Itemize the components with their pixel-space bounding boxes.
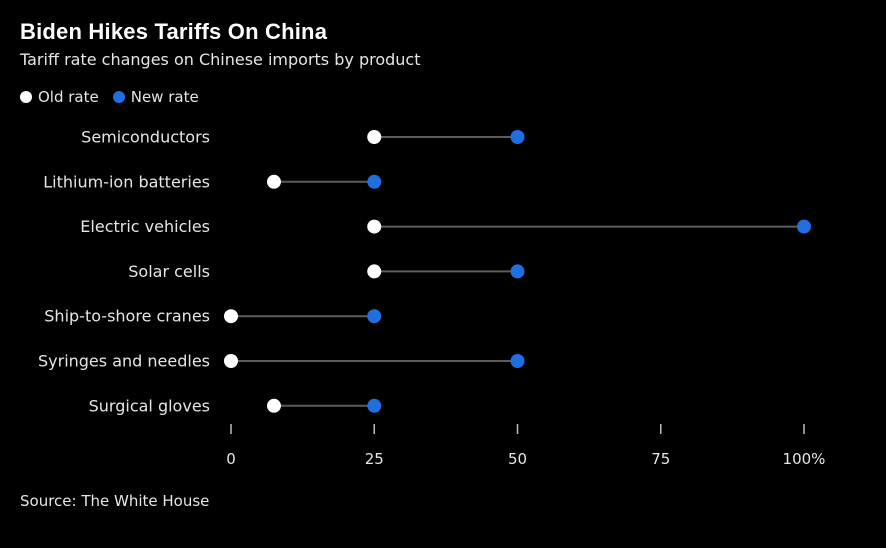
new-rate-dot-solar-cells — [510, 264, 525, 279]
chart-subtitle: Tariff rate changes on Chinese imports b… — [20, 50, 421, 69]
old-rate-dot-surgical-gloves — [266, 398, 281, 413]
legend-marker-new-rate — [112, 91, 125, 103]
new-rate-dot-lithium-ion-batteries — [367, 174, 382, 189]
legend: Old rate New rate — [20, 88, 213, 106]
new-rate-dot-ship-to-shore-cranes — [367, 309, 382, 324]
old-rate-dot-solar-cells — [367, 264, 382, 279]
new-rate-dot-semiconductors — [510, 130, 525, 144]
x-tick-label-0: 0 — [226, 450, 236, 468]
old-rate-dot-electric-vehicles — [367, 219, 382, 234]
category-label-solar-cells: Solar cells — [128, 262, 210, 281]
old-rate-dot-semiconductors — [367, 130, 382, 144]
legend-label-new-rate: New rate — [130, 88, 199, 106]
old-rate-dot-lithium-ion-batteries — [266, 174, 281, 189]
x-tick-label-50: 50 — [508, 450, 527, 468]
category-label-electric-vehicles: Electric vehicles — [80, 217, 210, 236]
new-rate-dot-syringes-and-needles — [510, 354, 525, 368]
category-label-ship-to-shore-cranes: Ship-to-shore cranes — [44, 307, 210, 326]
chart-title: Biden Hikes Tariffs On China — [20, 19, 328, 44]
legend-marker-old-rate — [20, 91, 32, 103]
legend-item-old-rate: Old rate — [20, 88, 99, 106]
category-label-semiconductors: Semiconductors — [81, 128, 210, 147]
category-label-lithium-ion-batteries: Lithium-ion batteries — [43, 172, 210, 191]
new-rate-dot-electric-vehicles — [797, 219, 811, 234]
legend-item-new-rate: New rate — [112, 88, 199, 106]
new-rate-dot-surgical-gloves — [367, 398, 382, 413]
x-tick-label-75: 75 — [651, 450, 670, 468]
old-rate-dot-syringes-and-needles — [224, 354, 238, 368]
category-label-surgical-gloves: Surgical gloves — [89, 396, 210, 415]
x-tick-label-25: 25 — [365, 450, 384, 468]
legend-label-old-rate: Old rate — [38, 88, 99, 106]
source-note: Source: The White House — [20, 492, 210, 510]
x-tick-label-100: 100% — [783, 450, 826, 468]
category-label-syringes-and-needles: Syringes and needles — [38, 352, 210, 371]
old-rate-dot-ship-to-shore-cranes — [224, 309, 238, 324]
